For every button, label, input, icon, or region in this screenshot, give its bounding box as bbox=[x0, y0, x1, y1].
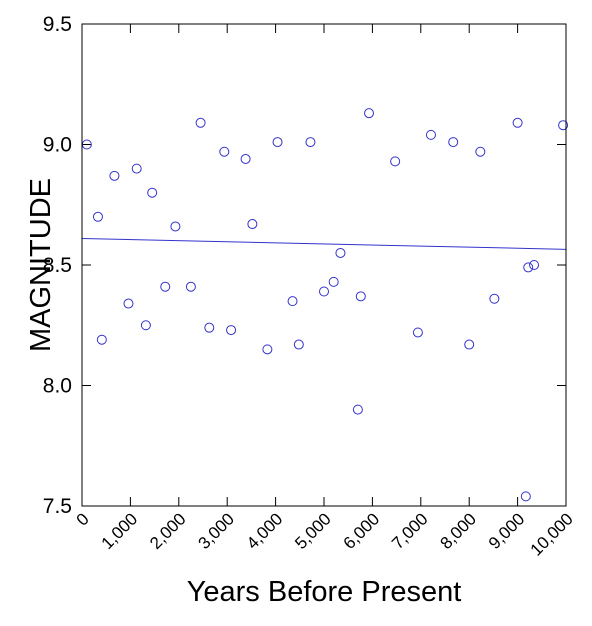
x-tick-label: 2,000 bbox=[146, 509, 190, 553]
data-point bbox=[520, 491, 531, 502]
y-axis-ticks: 7.5 8.0 8.5 9.0 9.5 bbox=[43, 13, 566, 518]
data-point bbox=[328, 276, 339, 287]
data-point bbox=[448, 137, 459, 148]
x-tick-label: 7,000 bbox=[388, 509, 432, 553]
data-point bbox=[412, 327, 423, 338]
trend-line bbox=[81, 237, 567, 250]
x-tick-label: 6,000 bbox=[340, 509, 384, 553]
x-axis-ticks: 0 1,000 2,000 3,000 4,000 5,000 6,000 7,000 8,00… bbox=[73, 24, 577, 560]
x-tick-label: 8,000 bbox=[437, 509, 481, 553]
y-tick-label: 8.5 bbox=[43, 254, 72, 277]
data-point bbox=[247, 219, 258, 230]
x-tick-label: 9,000 bbox=[485, 509, 529, 553]
data-point bbox=[96, 334, 107, 345]
y-tick-label: 7.5 bbox=[43, 495, 72, 518]
data-point bbox=[319, 286, 329, 297]
x-tick-label: 10,000 bbox=[527, 509, 577, 559]
data-point bbox=[170, 221, 181, 232]
data-point bbox=[140, 320, 151, 331]
y-tick-label: 9.5 bbox=[43, 13, 72, 36]
data-point bbox=[219, 146, 230, 157]
data-point bbox=[523, 262, 534, 273]
data-point bbox=[364, 108, 375, 119]
data-point bbox=[425, 129, 436, 140]
data-point bbox=[204, 322, 215, 333]
x-tick-label: 3,000 bbox=[195, 509, 239, 553]
plot-frame bbox=[81, 23, 567, 507]
data-point bbox=[123, 298, 134, 309]
y-axis-title: MAGNITUDE bbox=[25, 178, 57, 352]
data-point bbox=[293, 339, 304, 350]
data-point bbox=[335, 247, 346, 258]
data-point bbox=[226, 325, 237, 336]
data-point bbox=[109, 170, 120, 181]
data-point bbox=[355, 291, 366, 302]
y-tick-label: 8.0 bbox=[43, 375, 72, 398]
data-point bbox=[147, 187, 158, 198]
data-points-layer bbox=[81, 108, 569, 502]
data-point bbox=[489, 293, 500, 304]
data-point bbox=[240, 153, 251, 164]
x-tick-label: 0 bbox=[73, 509, 93, 529]
data-point bbox=[195, 117, 206, 128]
data-point bbox=[92, 211, 103, 222]
data-point bbox=[390, 156, 401, 167]
data-point bbox=[287, 296, 298, 307]
data-point bbox=[272, 137, 283, 148]
data-point bbox=[529, 260, 540, 270]
data-point bbox=[262, 344, 273, 355]
x-axis-title: Years Before Present bbox=[187, 576, 462, 608]
y-tick-label: 9.0 bbox=[43, 134, 72, 157]
data-point bbox=[160, 281, 171, 292]
data-point bbox=[131, 163, 142, 174]
x-tick-label: 1,000 bbox=[98, 509, 142, 553]
trend-line-layer bbox=[81, 237, 567, 250]
data-point bbox=[558, 120, 569, 131]
data-point bbox=[512, 117, 523, 128]
data-point bbox=[185, 281, 196, 292]
data-point bbox=[464, 339, 475, 350]
x-tick-label: 5,000 bbox=[291, 509, 335, 553]
data-point bbox=[352, 404, 363, 415]
data-point bbox=[475, 146, 486, 157]
data-point bbox=[305, 137, 316, 148]
x-tick-label: 4,000 bbox=[243, 509, 287, 553]
